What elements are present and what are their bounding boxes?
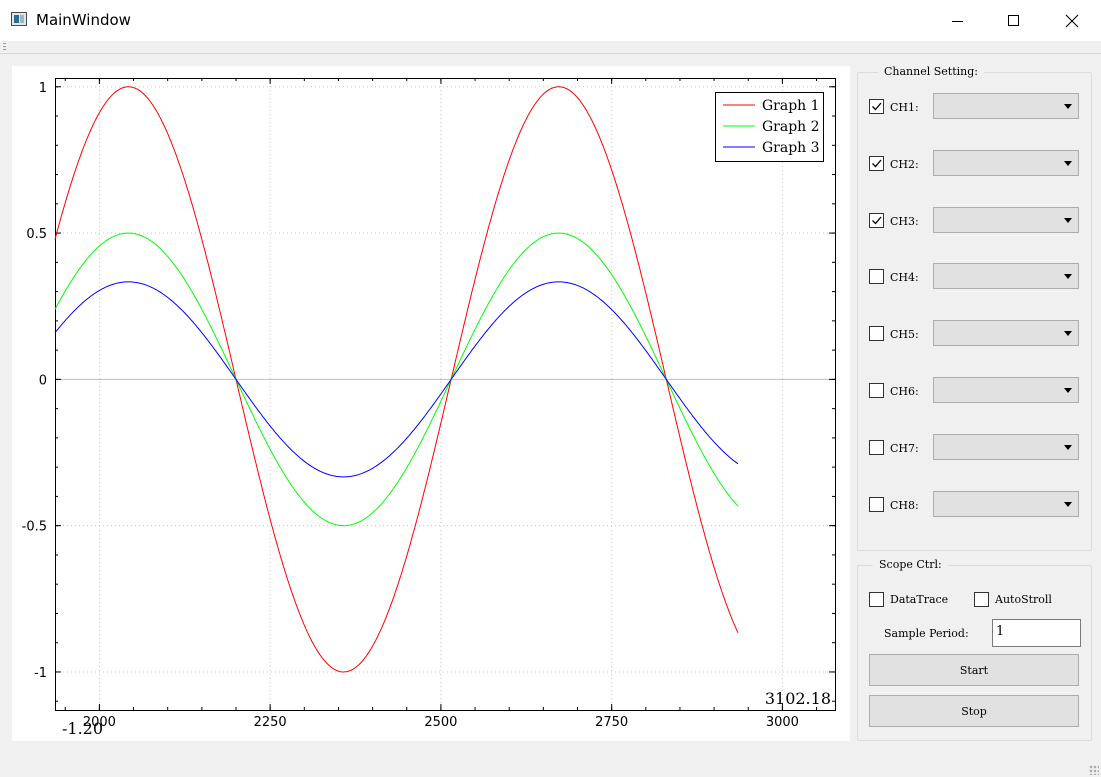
series-line-3 [54, 281, 739, 478]
ch5-checkbox[interactable] [869, 326, 884, 342]
ch1-checkbox[interactable] [869, 99, 884, 114]
ch4-combo[interactable] [933, 263, 1079, 290]
scope-ctrl-group: Scope Ctrl: DataTrace AutoStroll Sample … [857, 558, 1092, 741]
ch8-checkbox[interactable] [869, 496, 884, 512]
window-title: MainWindow [36, 11, 131, 29]
ch2-checkbox[interactable] [869, 155, 884, 171]
datatrace-label: DataTrace [890, 593, 949, 606]
legend-label-2: Graph 2 [762, 119, 820, 135]
checkmark-icon [872, 159, 882, 168]
series-line-2 [54, 232, 739, 527]
minimize-button[interactable] [929, 0, 987, 41]
checkmark-icon [872, 216, 882, 225]
minimize-icon [952, 20, 963, 22]
ch4-checkbox[interactable] [869, 269, 884, 285]
sample-period-input[interactable]: 1 [992, 619, 1081, 647]
sample-period-label: Sample Period: [884, 627, 969, 640]
autoscroll-checkbox[interactable] [974, 592, 989, 607]
chevron-down-icon [1064, 160, 1072, 166]
ch2-label: CH2: [890, 157, 919, 171]
ch8-label: CH8: [890, 498, 919, 512]
ch1-combo[interactable] [933, 93, 1079, 119]
ch7-label: CH7: [890, 441, 919, 455]
chevron-down-icon [1064, 388, 1072, 393]
x-readout: 3102.18 [765, 689, 831, 708]
x-tick-label: 3000 [766, 715, 799, 730]
channel-row-8: CH8: [858, 490, 1091, 521]
ch8-combo[interactable] [933, 490, 1079, 517]
chevron-down-icon [1064, 444, 1072, 450]
ch3-label: CH3: [890, 214, 919, 228]
title-bar: MainWindow [0, 0, 1101, 41]
channel-row-2: CH2: [858, 149, 1091, 180]
x-tick-label: 2500 [424, 715, 457, 730]
channel-row-1: CH1: [858, 93, 1091, 123]
start-button[interactable]: Start [869, 654, 1079, 686]
close-button[interactable] [1043, 0, 1101, 41]
chevron-down-icon [1064, 274, 1072, 280]
ch7-combo[interactable] [933, 433, 1079, 460]
axis-frame [55, 78, 836, 711]
channel-row-4: CH4: [858, 263, 1091, 293]
ch4-label: CH4: [890, 271, 919, 285]
y-tick-label: -1 [34, 666, 47, 681]
checkmark-icon [872, 102, 882, 111]
chevron-down-icon [1064, 104, 1072, 109]
channel-setting-title: Channel Setting: [878, 65, 984, 78]
channel-setting-group: Channel Setting: CH1: CH2: CH3: CH4: CH5: CH6… [857, 65, 1092, 551]
autoscroll-label: AutoStroll [995, 593, 1052, 606]
close-icon [1065, 14, 1079, 27]
ch6-label: CH6: [890, 385, 919, 398]
y-tick-label: 1 [39, 81, 47, 96]
toolbar-grip-icon[interactable] [3, 43, 6, 51]
stop-button[interactable]: Stop [869, 695, 1079, 727]
legend-box [715, 92, 824, 162]
ch1-label: CH1: [890, 101, 919, 114]
chevron-down-icon [1064, 217, 1072, 223]
channel-row-6: CH6: [858, 377, 1091, 407]
legend-label-1: Graph 1 [762, 98, 820, 114]
ch2-combo[interactable] [933, 149, 1079, 176]
size-grip-icon[interactable] [1089, 765, 1099, 775]
y-readout: -1.20 [62, 719, 103, 738]
ch3-checkbox[interactable] [869, 212, 884, 228]
channel-row-3: CH3: [858, 206, 1091, 237]
chart-svg: 2000 2250 2500 2750 3000 1 0.5 0 -0.5 -1 Graph 1 Gr… [22, 78, 836, 738]
maximize-icon [1008, 14, 1019, 26]
ch6-combo[interactable] [933, 377, 1079, 403]
datatrace-checkbox[interactable] [869, 592, 884, 607]
y-tick-label: 0 [39, 373, 47, 388]
x-tick-label: 2250 [254, 715, 287, 730]
app-window-icon [11, 12, 27, 26]
ch7-checkbox[interactable] [869, 439, 884, 455]
scope-ctrl-title: Scope Ctrl: [873, 558, 948, 571]
ch3-combo[interactable] [933, 206, 1079, 233]
y-tick-label: -0.5 [22, 520, 47, 535]
ch5-label: CH5: [890, 328, 919, 342]
legend-label-3: Graph 3 [762, 140, 820, 156]
y-tick-label: 0.5 [26, 227, 47, 242]
ch6-checkbox[interactable] [869, 383, 884, 398]
chevron-down-icon [1064, 501, 1072, 507]
x-tick-label: 2750 [595, 715, 628, 730]
maximize-button[interactable] [985, 0, 1043, 41]
channel-row-5: CH5: [858, 320, 1091, 350]
ch5-combo[interactable] [933, 320, 1079, 347]
scope-plot[interactable]: 2000 2250 2500 2750 3000 1 0.5 0 -0.5 -1 Graph 1 Gr… [12, 66, 850, 741]
x-tick-label: 2000 [83, 715, 116, 730]
series-line-1 [54, 86, 739, 673]
channel-row-7: CH7: [858, 433, 1091, 464]
chevron-down-icon [1064, 331, 1072, 337]
toolbar-strip [0, 41, 1101, 54]
